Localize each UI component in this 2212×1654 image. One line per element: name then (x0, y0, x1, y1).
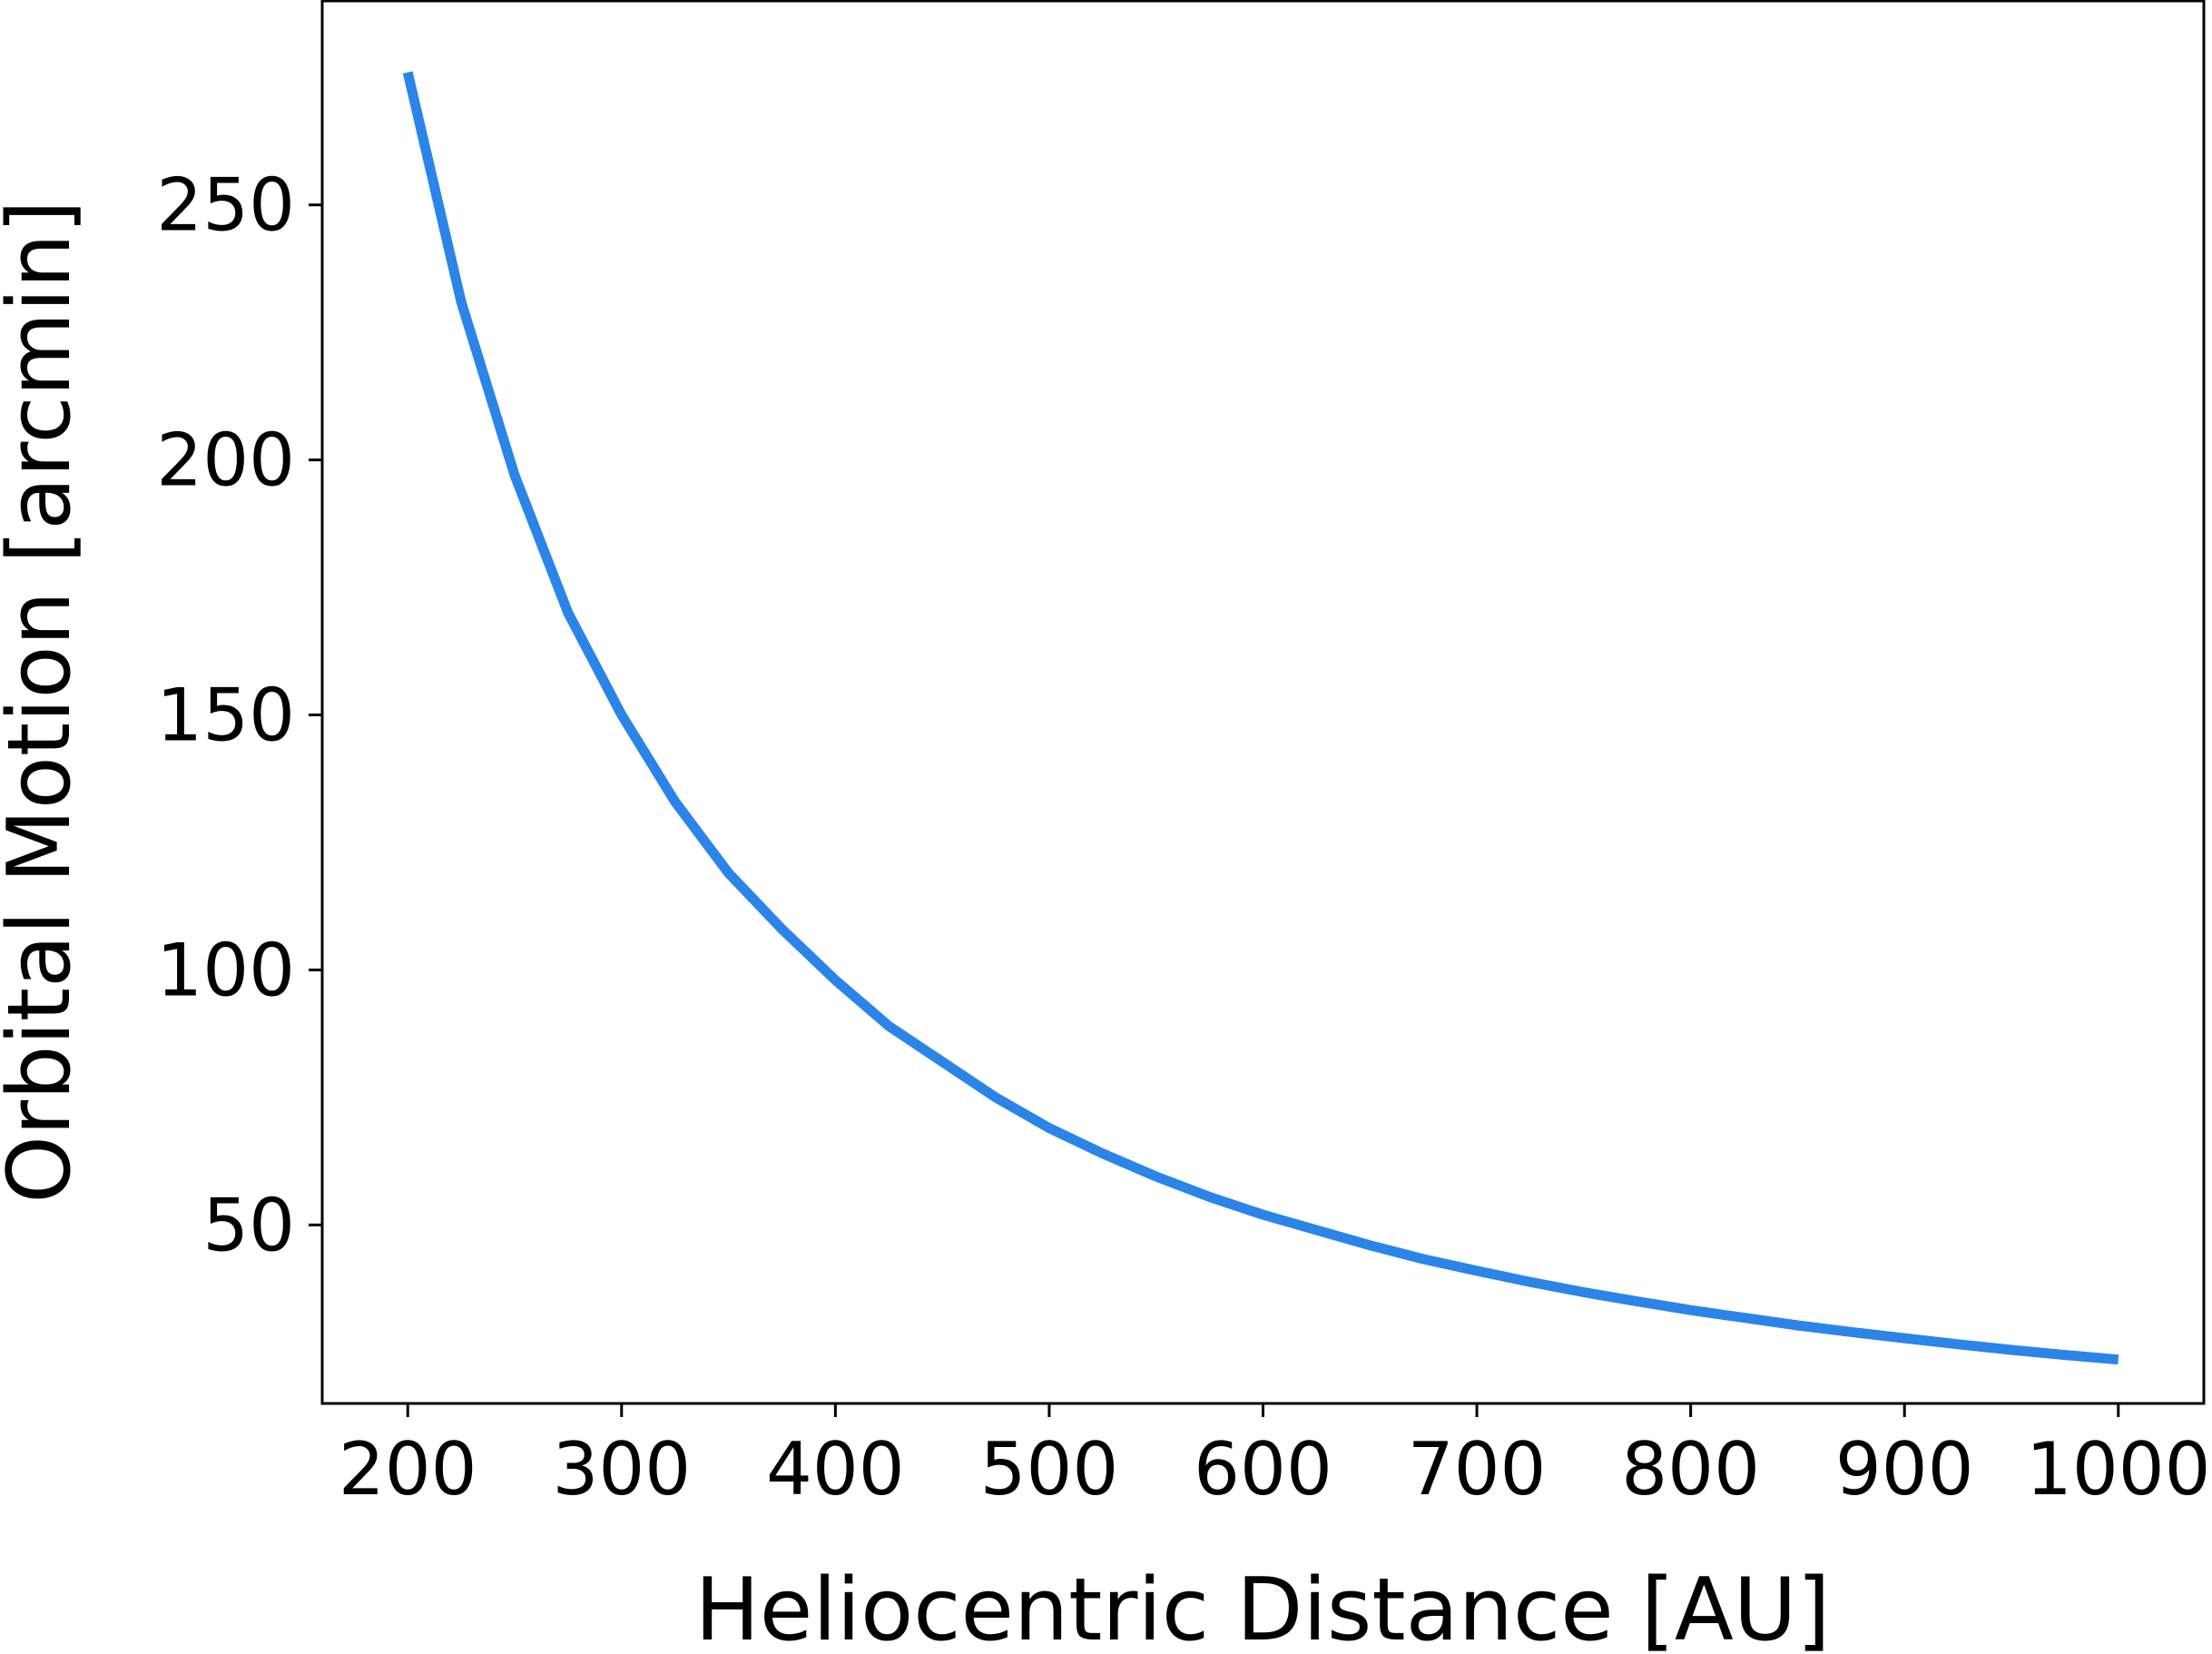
x-axis-title: Heliocentric Distance [AU] (694, 1560, 1830, 1654)
x-tick-label: 700 (1408, 1427, 1547, 1511)
series-line-0 (402, 71, 2119, 1365)
x-tick-label: 900 (1835, 1427, 1974, 1511)
x-tick-label: 400 (766, 1427, 905, 1511)
y-axis-title: Orbital Motion [arcmin] (0, 200, 90, 1204)
x-tick-label: 200 (339, 1427, 477, 1511)
plot-frame (320, 0, 2206, 1405)
x-tick-label: 500 (980, 1427, 1119, 1511)
y-tick-label: 100 (156, 928, 295, 1012)
x-tick-label: 600 (1194, 1427, 1332, 1511)
y-tick-label: 50 (202, 1183, 295, 1267)
y-tick-label: 200 (156, 418, 295, 503)
y-tick-label: 150 (156, 674, 295, 758)
x-tick-label: 800 (1621, 1427, 1760, 1511)
x-tick-label: 300 (552, 1427, 691, 1511)
x-tick-label: 1000 (2026, 1427, 2211, 1511)
y-tick-label: 250 (156, 163, 295, 248)
